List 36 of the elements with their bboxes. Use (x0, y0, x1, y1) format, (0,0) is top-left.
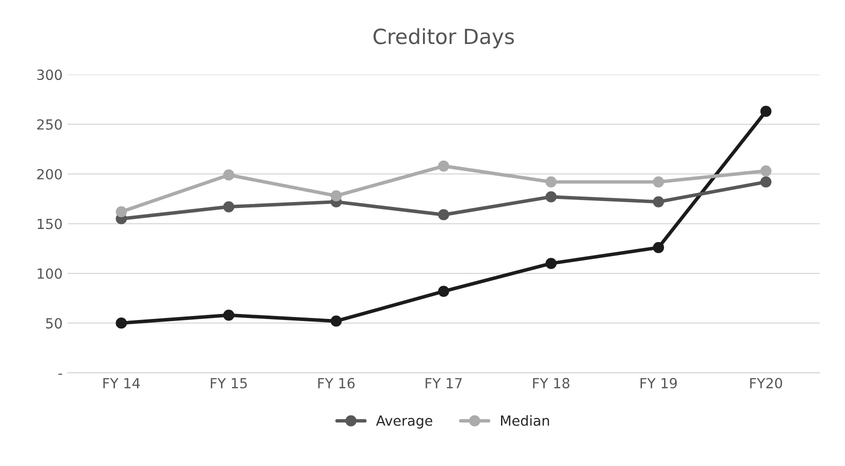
y-tick-label: 100 (38, 268, 62, 279)
x-tick-label: FY 17 (426, 378, 462, 388)
point (330, 190, 342, 202)
point (223, 169, 234, 181)
x-tick-label: FY 14 (103, 378, 140, 388)
y-tick-label: 150 (38, 218, 62, 230)
point (652, 196, 664, 208)
y-tick-label: 50 (46, 318, 62, 329)
x-tick-label: FY 15 (210, 378, 247, 388)
point (116, 206, 127, 218)
point (330, 316, 342, 327)
x-tick-label: FY 16 (318, 378, 355, 388)
point (116, 318, 127, 329)
point (760, 106, 772, 117)
y-tick-label: 300 (37, 70, 62, 80)
legend-label: Median (501, 415, 549, 426)
point (652, 176, 664, 188)
x-tick-label: FY 18 (533, 378, 570, 388)
point (223, 310, 234, 321)
point (652, 242, 664, 254)
y-tick-label: 250 (37, 119, 62, 130)
point (546, 176, 557, 188)
point (546, 258, 557, 269)
x-tick-label: FY 19 (640, 378, 677, 388)
x-tick-label: FY20 (750, 378, 782, 388)
y-tick-label: 200 (37, 168, 62, 180)
point (760, 176, 772, 188)
legend-label: Average (376, 416, 432, 429)
point (438, 209, 450, 220)
chart-title: Creditor Days (374, 28, 514, 48)
point (223, 201, 234, 212)
point (760, 165, 772, 177)
point (546, 191, 557, 202)
point (438, 160, 450, 172)
point (438, 286, 450, 297)
y-tick-label: - (58, 374, 62, 375)
